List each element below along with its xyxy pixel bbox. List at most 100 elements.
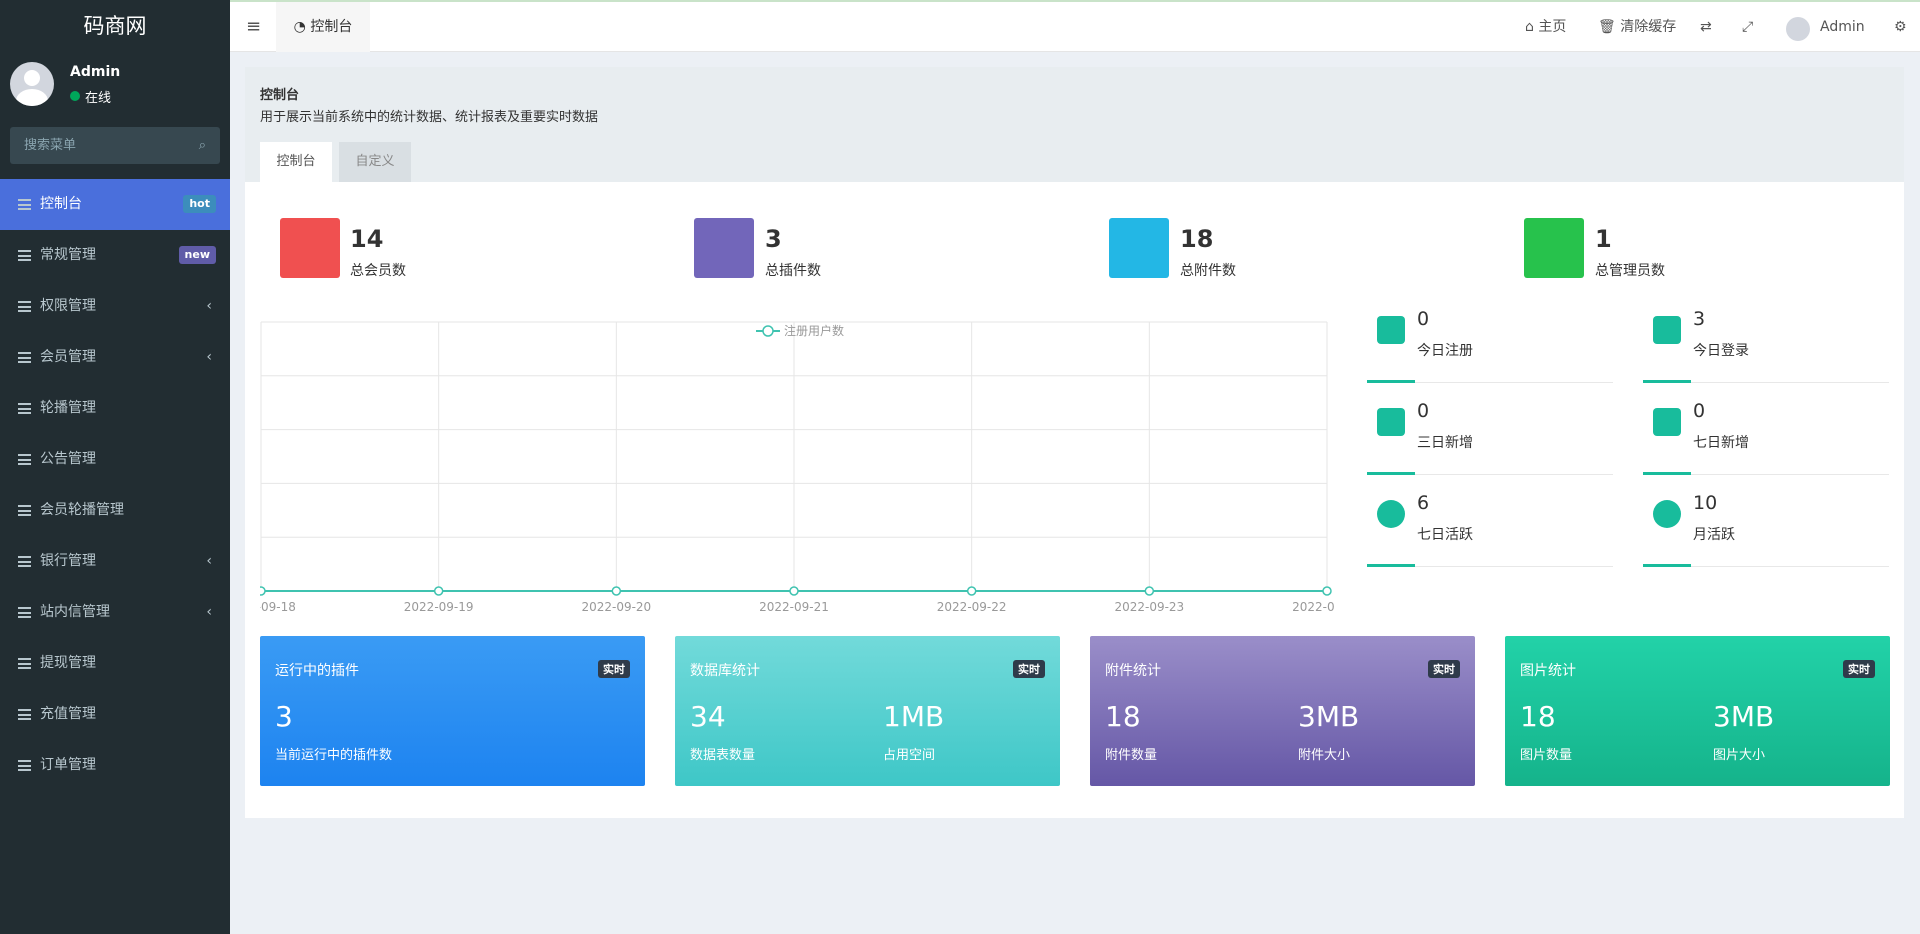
mini-label: 三日新增 xyxy=(1417,435,1473,451)
menu-item[interactable]: 银行管理 ‹ xyxy=(0,536,230,587)
stat-icon xyxy=(280,218,340,278)
submenu-arrow: ‹ xyxy=(206,298,212,314)
panel-value: 3MB xyxy=(1298,700,1360,733)
menu-label: 提现管理 xyxy=(40,655,96,671)
point xyxy=(433,586,444,596)
panel-title: 图片统计 xyxy=(1520,663,1576,679)
panel-label: 数据表数量 xyxy=(690,748,756,763)
stat-value: 14 xyxy=(350,225,384,253)
menu-item[interactable]: 充值管理 xyxy=(0,689,230,740)
mini-value: 3 xyxy=(1693,308,1706,330)
search-icon: ⌕ xyxy=(198,138,206,153)
panel-title: 运行中的插件 xyxy=(275,663,359,679)
panel-title: 数据库统计 xyxy=(690,663,760,679)
search-placeholder: 搜索菜单 xyxy=(24,138,77,153)
header-avatar xyxy=(1786,17,1810,41)
mini-stat: 10 月活跃 xyxy=(1643,492,1889,567)
point xyxy=(1144,586,1155,596)
panel-label: 附件数量 xyxy=(1105,748,1158,763)
x-tick-label: 2022-09-21 xyxy=(759,600,829,614)
stat-label: 总附件数 xyxy=(1180,263,1236,279)
content-title: 控制台 xyxy=(260,88,300,103)
stat-label: 总管理员数 xyxy=(1595,263,1665,279)
panel-badge: 实时 xyxy=(1013,660,1045,678)
nav-clear-cache[interactable]: 🗑 清除缓存 xyxy=(1598,19,1677,35)
x-tick-label: 2022-09-23 xyxy=(1114,600,1184,614)
mini-value: 0 xyxy=(1693,400,1706,422)
point xyxy=(966,586,977,596)
point xyxy=(611,586,622,596)
menu-item[interactable]: 常规管理 new xyxy=(0,230,230,281)
menu-item[interactable]: 权限管理 ‹ xyxy=(0,281,230,332)
mini-value: 0 xyxy=(1417,400,1430,422)
menu-label: 会员管理 xyxy=(40,349,96,365)
panel-label: 当前运行中的插件数 xyxy=(275,748,393,763)
status-dot xyxy=(70,91,80,101)
panel-label: 图片数量 xyxy=(1520,748,1573,763)
x-tick-label: 2022-09-20 xyxy=(581,600,651,614)
submenu-arrow: ‹ xyxy=(206,553,212,569)
mini-stat: 0 今日注册 xyxy=(1367,308,1613,383)
mini-value: 6 xyxy=(1417,492,1430,514)
point xyxy=(789,586,799,596)
tab[interactable]: 自定义 xyxy=(339,142,411,182)
menu-item[interactable]: 会员轮播管理 xyxy=(0,485,230,536)
panel-value: 3MB xyxy=(1713,700,1775,733)
point xyxy=(260,586,266,596)
avatar-body xyxy=(16,89,48,106)
sidebar-toggle[interactable]: ≡ xyxy=(246,16,262,37)
stat-label: 总插件数 xyxy=(765,263,821,279)
menu-item[interactable]: 控制台 hot xyxy=(0,179,230,230)
search-box[interactable]: 搜索菜单 ⌕ xyxy=(10,127,220,164)
content-description: 用于展示当前系统中的统计数据、统计报表及重要实时数据 xyxy=(260,110,599,125)
breadcrumb-tab[interactable]: ◔ 控制台 xyxy=(276,2,370,52)
mini-label: 月活跃 xyxy=(1693,527,1735,543)
stat-icon xyxy=(1109,218,1169,278)
sidebar: 码商网 Admin 在线 搜索菜单 ⌕ 控制台 hot 常规管理 new 权限管理 ‹ … xyxy=(0,0,230,934)
menu-label: 订单管理 xyxy=(40,757,96,773)
menu-item[interactable]: 会员管理 ‹ xyxy=(0,332,230,383)
mini-value: 10 xyxy=(1693,492,1718,514)
menu-label: 充值管理 xyxy=(40,706,96,722)
user-status: 在线 xyxy=(85,91,112,106)
menu-item[interactable]: 站内信管理 ‹ xyxy=(0,587,230,638)
menu-label: 会员轮播管理 xyxy=(40,502,124,518)
menu-label: 控制台 xyxy=(40,196,82,212)
avatar-head xyxy=(24,70,40,86)
menu-label: 权限管理 xyxy=(40,298,96,314)
top-bar: ≡ ◔ 控制台 ⌂ 主页 🗑 清除缓存 ⇄ ⤢ Admin ⚙ xyxy=(230,0,1920,52)
header-user[interactable]: Admin xyxy=(1820,19,1865,35)
x-tick-label: 2022-09-19 xyxy=(404,600,474,614)
stat-value: 1 xyxy=(1595,225,1612,253)
x-tick-label: 2022-09-22 xyxy=(937,600,1007,614)
tab-active[interactable]: 控制台 xyxy=(260,142,332,182)
mini-label: 今日注册 xyxy=(1417,343,1473,359)
tab-label: 控制台 xyxy=(310,19,353,35)
logo[interactable]: 码商网 xyxy=(0,0,230,52)
panel-heading: 控制台 用于展示当前系统中的统计数据、统计报表及重要实时数据 控制台 自定义 xyxy=(245,67,1904,182)
nav-label: 清除缓存 xyxy=(1620,19,1677,35)
menu-item[interactable]: 订单管理 xyxy=(0,740,230,791)
menu-label: 轮播管理 xyxy=(40,400,96,416)
stat-value: 18 xyxy=(1180,225,1214,253)
panel-badge: 实时 xyxy=(1843,660,1875,678)
panel-value: 1MB xyxy=(883,700,945,733)
user-name: Admin xyxy=(70,64,121,80)
mini-stat: 6 七日活跃 xyxy=(1367,492,1613,567)
stat-label: 总会员数 xyxy=(350,263,406,279)
menu-item[interactable]: 提现管理 xyxy=(0,638,230,689)
mini-label: 七日活跃 xyxy=(1417,527,1473,543)
nav-home[interactable]: ⌂ 主页 xyxy=(1525,19,1567,35)
info-panel: 运行中的插件 实时 3 当前运行中的插件数 xyxy=(260,636,645,786)
point xyxy=(1322,586,1332,596)
menu-item[interactable]: 轮播管理 xyxy=(0,383,230,434)
menu-item[interactable]: 公告管理 xyxy=(0,434,230,485)
info-panel: 数据库统计 实时 34 数据表数量 1MB 占用空间 xyxy=(675,636,1060,786)
submenu-arrow: ‹ xyxy=(206,349,212,365)
nav-lang[interactable]: ⇄ xyxy=(1700,19,1712,35)
panel-label: 图片大小 xyxy=(1713,748,1766,763)
nav-fullscreen[interactable]: ⤢ xyxy=(1742,19,1754,35)
panel-badge: 实时 xyxy=(598,660,630,678)
nav-settings[interactable]: ⚙ xyxy=(1894,19,1907,35)
